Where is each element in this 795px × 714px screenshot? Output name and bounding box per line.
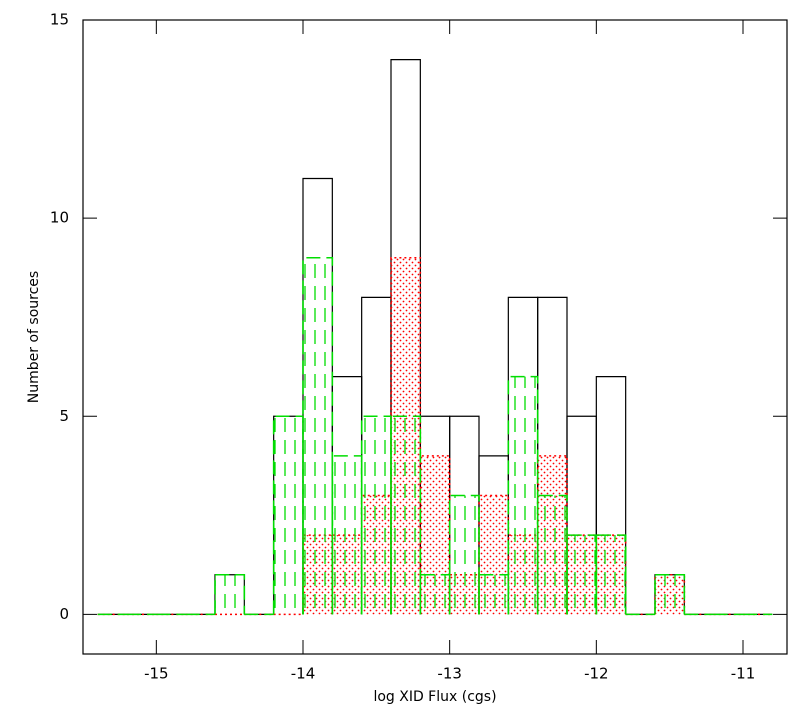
bin-fill <box>361 416 391 615</box>
histogram-bin <box>478 573 510 615</box>
bin-fill <box>508 376 538 615</box>
histogram-bin <box>654 573 686 615</box>
y-tick-label: 5 <box>59 407 69 425</box>
bin-fill <box>332 455 362 615</box>
histogram-bin <box>302 256 334 615</box>
x-tick-label: -13 <box>437 665 462 683</box>
histogram-bin <box>419 573 451 615</box>
x-tick-label: -15 <box>144 665 169 683</box>
histogram-bin <box>390 415 422 615</box>
histogram-bin <box>536 494 568 615</box>
y-tick-label: 15 <box>50 11 69 29</box>
bin-fill <box>537 495 567 615</box>
bin-outline <box>302 256 334 615</box>
histogram-bin <box>214 573 246 615</box>
bin-outline <box>214 573 246 615</box>
y-tick-label: 0 <box>59 605 69 623</box>
bin-outline <box>390 415 422 615</box>
x-tick-label: -11 <box>731 665 756 683</box>
y-axis-title: Number of sources <box>26 271 42 403</box>
histogram-bin <box>595 534 627 615</box>
bin-fill <box>303 257 333 615</box>
histogram-bin <box>360 415 392 615</box>
bin-fill <box>273 416 303 615</box>
histogram-bin <box>595 376 627 615</box>
bin-fill <box>449 495 479 615</box>
bin-outline <box>448 494 480 615</box>
bin-outline <box>390 256 422 615</box>
bin-outline <box>595 534 627 615</box>
bin-fill <box>215 574 245 615</box>
bin-fill <box>479 574 509 615</box>
plot-frame <box>82 19 788 655</box>
bin-fill <box>391 416 421 615</box>
bin-outline <box>566 534 598 615</box>
bin-outline <box>478 573 510 615</box>
histogram-bin <box>331 455 363 615</box>
bin-fill <box>567 535 597 615</box>
x-axis-title: log XID Flux (cgs) <box>373 689 496 705</box>
histogram-bin <box>448 494 480 615</box>
histogram-bin <box>272 415 304 615</box>
x-tick-label: -14 <box>291 665 316 683</box>
x-tick-label: -12 <box>584 665 609 683</box>
histogram-bin <box>507 375 539 615</box>
y-tick-label: 10 <box>50 209 69 227</box>
bin-outline <box>595 376 627 615</box>
bin-fill <box>420 574 450 615</box>
histogram-bin <box>566 534 598 615</box>
bin-fill <box>596 535 626 615</box>
bin-outline <box>654 573 686 615</box>
bin-fill <box>655 574 685 615</box>
